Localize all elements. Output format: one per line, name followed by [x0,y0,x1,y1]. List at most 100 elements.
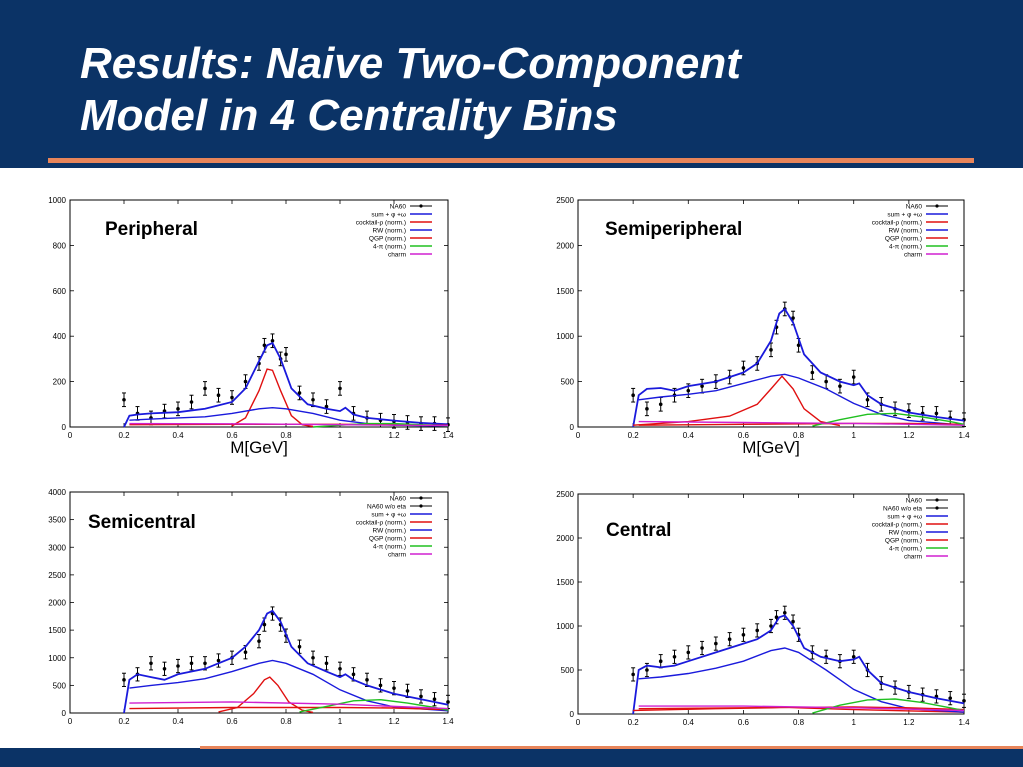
c0-x-tick-label: 1.2 [388,431,400,440]
c0-series-2-line [231,368,314,428]
c1-x-tick-label: 0.2 [628,431,640,440]
c0-series-1-line [123,341,449,428]
c0-y-tick-label: 200 [53,378,67,387]
chart-peripheral: 0 0.2 0.4 0.6 0.8 1 1.2 1.4 0 200 400 600 800 1000 NA6… [0,185,500,460]
c3-series-0-point [658,659,663,663]
c2-legend-label: NA60 w/o eta [367,504,406,511]
c1-series-0-point [810,370,815,375]
c2-y-tick-label: 0 [62,709,67,718]
c0-panel-label: Peripheral [105,219,198,240]
c1-series-1-line [632,307,965,428]
c3-series-1-line [632,614,965,715]
c2-series-0-point [365,678,369,682]
c3-plot-frame [577,493,965,715]
c0-series-0-point [262,343,267,348]
c3-series-0-point [714,641,718,646]
c2-legend-label: NA60 [390,496,407,503]
c2-x-tick-label: 0 [68,717,73,726]
c0-series-0-point [284,352,288,357]
c3-series-0-point [672,655,677,659]
c0-x-tick-label: 1 [338,431,343,440]
c1-series-0-point [791,316,795,320]
c2-series-6-line [129,701,449,710]
c3-series-0-point [645,668,649,672]
c0-series-6-line [129,422,449,427]
c1-series-0-point [645,407,649,411]
c1-series-0-point [700,384,704,388]
c1-panel-label: Semiperipheral [605,219,742,240]
c0-x-tick-label: 0.2 [118,431,130,440]
c2-series-0-point [216,658,221,663]
c0-y-tick-label: 0 [62,423,67,432]
slide-title-line-1: Results: Naive Two-Component [80,39,741,88]
c2-x-tick-label: 0.2 [118,717,130,726]
c0-series-0-point [270,338,275,343]
c1-y-tick-label: 0 [570,423,575,432]
c3-x-tick-label: 0.4 [683,718,695,727]
c2-legend-label: sum + φ +ω [371,512,406,519]
c2-series-0-point [419,694,423,699]
c1-legend-label: charm [904,252,922,259]
c3-series-0-point [774,615,779,619]
c2-y-tick-label: 2000 [48,599,66,608]
c0-series-0-point [122,397,126,402]
c2-y-tick-label: 3500 [48,516,66,525]
c2-series-0-point [432,697,437,701]
c3-y-tick-label: 1000 [556,622,574,631]
c3-y-tick-label: 500 [561,666,575,675]
title-accent-rule [48,158,974,163]
c1-legend-label: sum + φ +ω [887,212,922,219]
c3-legend-label: charm [904,554,922,561]
c3-x-tick-label: 0.2 [628,718,640,727]
c1-x-tick-label: 1.2 [903,431,915,440]
c3-series-0-point [769,624,773,628]
c3-legend-label: 4-π (norm.) [889,546,922,553]
c0-x-tick-label: 0.8 [280,431,292,440]
c3-legend-marker [935,506,939,510]
c0-y-tick-label: 400 [53,332,67,341]
c1-y-tick-label: 500 [561,378,575,387]
c1-legend-marker [935,204,939,208]
chart-semiperipheral-svg: 0 0.2 0.4 0.6 0.8 1 1.2 1.4 0 500 1000 1500 2000 2500… [556,196,970,457]
c0-series-0-point [203,386,207,391]
chart-peripheral-svg: 0 0.2 0.4 0.6 0.8 1 1.2 1.4 0 200 400 600 800 1000 NA6… [48,196,454,457]
c2-y-tick-label: 1500 [48,626,66,635]
c0-x-tick-label: 0 [68,431,73,440]
c0-x-tick-label: 1.4 [442,431,454,440]
c3-series-5-line [812,698,965,714]
c2-legend-label: 4-π (norm.) [373,544,406,551]
c2-legend-label: charm [388,552,406,559]
c2-legend-label: QGP (norm.) [369,536,406,543]
c0-y-tick-label: 1000 [48,196,66,205]
c1-series-0-point [865,397,870,402]
c0-legend-label: QGP (norm.) [369,236,406,243]
c3-series-0-point [962,699,966,703]
c2-series-0-point [243,650,248,655]
c0-y-tick-label: 600 [53,287,67,296]
c2-series-0-point [311,655,315,660]
c1-legend-label: 4-π (norm.) [889,244,922,251]
slide-title: Results: Naive Two-Component Model in 4 … [80,38,980,142]
c2-x-tick-label: 0.8 [280,717,292,726]
c3-legend-label: RW (norm.) [889,530,922,537]
c1-x-tick-label: 1.4 [958,431,970,440]
c1-series-0-point [686,388,691,393]
slide-title-line-2: Model in 4 Centrality Bins [80,91,618,140]
c2-series-0-point [405,689,410,693]
c3-legend-label: sum + φ +ω [887,514,922,521]
c1-series-0-point [838,384,842,388]
c1-y-tick-label: 2500 [556,196,574,205]
c3-x-tick-label: 0 [576,718,581,727]
c2-series-0-point [297,644,302,649]
c2-x-tick-label: 1.4 [442,717,454,726]
c0-series-0-point [216,393,221,398]
c2-y-tick-label: 500 [53,681,67,690]
c3-series-0-point [782,611,787,615]
c0-legend-marker [419,204,423,208]
c3-series-6-line [638,705,965,712]
c2-legend-marker [419,496,423,500]
c3-series-0-point [948,696,953,700]
bottom-band [0,749,1023,767]
c2-series-0-point [189,661,194,666]
c1-x-tick-label: 0.6 [738,431,750,440]
